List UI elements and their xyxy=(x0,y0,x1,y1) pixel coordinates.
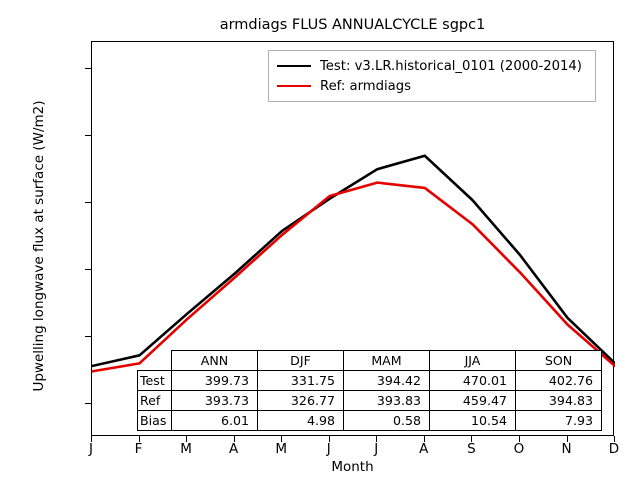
table-cell: 10.54 xyxy=(429,410,516,431)
y-tick-mark xyxy=(85,335,91,337)
table-corner-cell xyxy=(138,351,172,371)
x-tick-label: F xyxy=(134,441,143,457)
page-title: armdiags FLUS ANNUALCYCLE sgpc1 xyxy=(219,17,486,33)
x-tick-mark xyxy=(233,436,235,442)
legend-item-ref: Ref: armdiags xyxy=(277,76,587,96)
table-cell: 402.76 xyxy=(515,370,602,391)
table-cell: 393.73 xyxy=(171,390,258,411)
x-tick-label: A xyxy=(228,441,239,457)
table-row: Bias 6.01 4.98 0.58 10.54 7.93 xyxy=(137,410,602,431)
x-tick-label: J xyxy=(89,441,93,457)
x-tick-mark xyxy=(328,436,330,442)
y-tick-mark xyxy=(85,268,91,270)
table-cell: 7.93 xyxy=(515,410,602,431)
y-tick-mark xyxy=(85,134,91,136)
legend-item-test: Test: v3.LR.historical_0101 (2000-2014) xyxy=(277,56,587,76)
legend-label-ref: Ref: armdiags xyxy=(320,78,411,94)
table-cell: 470.01 xyxy=(429,370,516,391)
table-column-header: ANN xyxy=(171,350,258,371)
x-tick-mark xyxy=(376,436,378,442)
x-tick-label: J xyxy=(326,441,331,457)
x-tick-mark xyxy=(614,436,615,442)
line-series-ref xyxy=(92,181,615,373)
table-row: Test 399.73 331.75 394.42 470.01 402.76 xyxy=(137,370,602,391)
table-cell: 6.01 xyxy=(171,410,258,431)
y-tick-mark xyxy=(85,402,91,404)
y-axis-label: Upwelling longwave flux at surface (W/m2… xyxy=(31,100,47,392)
table-cell: 393.83 xyxy=(343,390,430,411)
legend-label-test: Test: v3.LR.historical_0101 (2000-2014) xyxy=(320,58,582,74)
x-tick-mark xyxy=(281,436,283,442)
x-tick-label: A xyxy=(419,441,429,457)
table-column-header: DJF xyxy=(257,350,344,371)
x-tick-mark xyxy=(91,436,92,442)
x-tick-label: M xyxy=(180,441,192,457)
legend-line-icon-ref xyxy=(277,85,311,87)
table-row: Ref 393.73 326.77 393.83 459.47 394.83 xyxy=(137,390,602,411)
legend: Test: v3.LR.historical_0101 (2000-2014) … xyxy=(268,50,596,102)
table-cell: 399.73 xyxy=(171,370,258,391)
y-tick-mark xyxy=(85,67,91,69)
table-cell: 0.58 xyxy=(343,410,430,431)
table-row-header: Ref xyxy=(137,390,172,411)
table-cell: 394.83 xyxy=(515,390,602,411)
x-tick-mark xyxy=(423,436,425,442)
x-tick-mark xyxy=(566,436,568,442)
series-lines xyxy=(92,154,615,373)
x-tick-label: N xyxy=(561,441,572,457)
x-tick-label: S xyxy=(467,441,476,457)
legend-line-icon-test xyxy=(277,65,311,67)
x-axis-label: Month xyxy=(331,459,374,475)
x-tick-label: J xyxy=(374,441,379,457)
table-header-row: ANN DJF MAM JJA SON xyxy=(138,350,602,371)
table-cell: 459.47 xyxy=(429,390,516,411)
table-column-header: JJA xyxy=(429,350,516,371)
x-tick-label: M xyxy=(275,441,288,457)
table-column-header: SON xyxy=(515,350,602,371)
table-row-header: Test xyxy=(137,370,172,391)
x-tick-mark xyxy=(518,436,520,442)
x-tick-mark xyxy=(138,436,140,442)
table-cell: 331.75 xyxy=(257,370,344,391)
statistics-table: ANN DJF MAM JJA SON Test 399.73 331.75 394.42 470… xyxy=(137,350,602,431)
x-tick-mark xyxy=(186,436,188,442)
line-series-test xyxy=(92,154,615,368)
table-column-header: MAM xyxy=(343,350,430,371)
table-cell: 4.98 xyxy=(257,410,344,431)
y-tick-mark xyxy=(85,201,91,203)
table-cell: 326.77 xyxy=(257,390,344,411)
table-cell: 394.42 xyxy=(343,370,430,391)
x-tick-label: D xyxy=(608,441,620,457)
table-row-header: Bias xyxy=(137,410,172,431)
x-tick-mark xyxy=(471,436,473,442)
x-tick-label: O xyxy=(513,441,525,457)
